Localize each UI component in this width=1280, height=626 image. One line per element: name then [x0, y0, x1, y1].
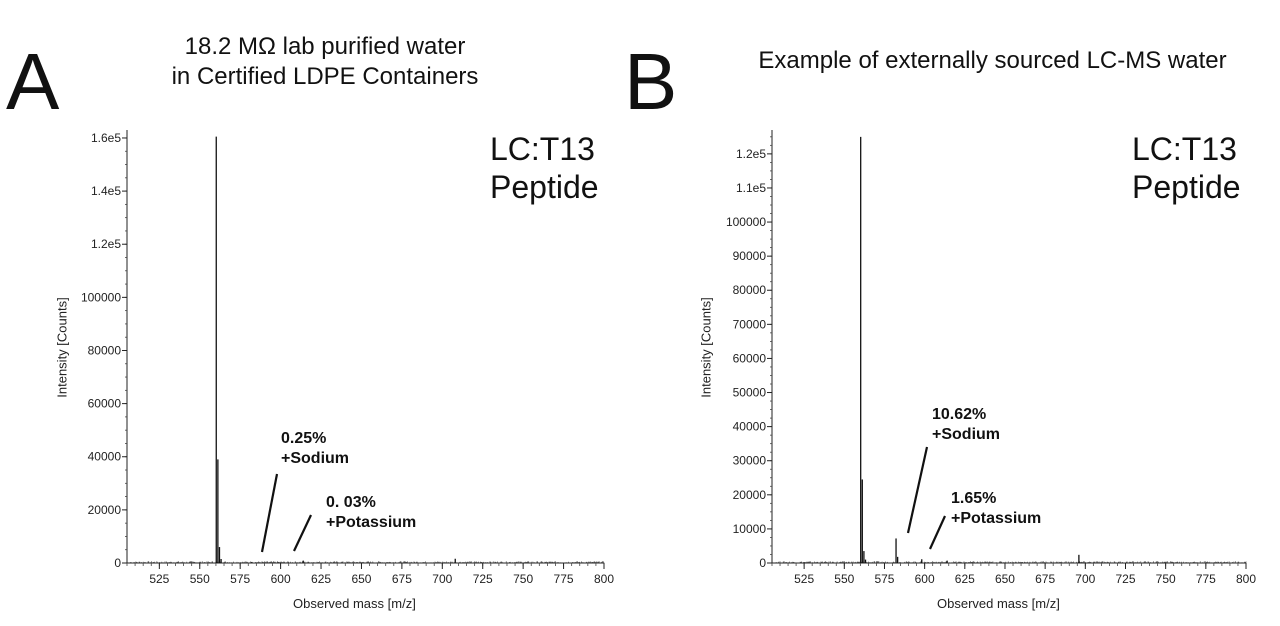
panel-b-y-tick-label: 0	[759, 556, 766, 570]
panel-a-x-tick-label: 675	[392, 572, 412, 586]
panel-b-baseline-noise	[775, 561, 1247, 563]
panel-b-title: Example of externally sourced LC-MS wate…	[720, 46, 1265, 76]
panel-b-annotation-sodium-label: +Sodium	[932, 426, 1001, 443]
panel-letter-b: B	[624, 37, 678, 126]
panel-a-x-tick-label: 725	[473, 572, 493, 586]
panel-b-x-tick-label: 800	[1236, 572, 1256, 586]
panel-b-annotation-pointer-sodium	[906, 446, 929, 534]
panel-a-annotation-sodium: 0.25% +Sodium	[281, 429, 349, 469]
panel-a-annotation-sodium-pct: 0.25%	[281, 430, 327, 447]
panel-a-y-tick-label: 1.6e5	[91, 131, 121, 145]
panel-b-y-tick-label: 1.1e5	[736, 181, 766, 195]
panel-b-y-tick-label: 40000	[733, 420, 767, 434]
panel-a-y-tick-label: 60000	[88, 397, 122, 411]
panel-a-annotation-pointer-sodium	[260, 473, 279, 553]
panel-a-annotation-pointer-potassium	[293, 514, 312, 552]
panel-b-x-tick-label: 725	[1115, 572, 1135, 586]
panel-a-annotation-potassium-pct: 0. 03%	[326, 494, 376, 511]
panel-b-x-tick-label: 600	[915, 572, 935, 586]
panel-b-x-tick-label: 750	[1156, 572, 1176, 586]
panel-b-y-tick-label: 10000	[733, 522, 767, 536]
panel-b-annotation-potassium-pct: 1.65%	[951, 490, 997, 507]
panel-letter-a: A	[6, 37, 60, 126]
panel-a-x-tick-label: 700	[432, 572, 452, 586]
panel-a-plot: 0 20000 40000 60000 80000 100000 1.2e5 1.4e5 1.6…	[81, 130, 614, 586]
panel-b-x-tick-label: 675	[1035, 572, 1055, 586]
panel-a-x-tick-label: 575	[230, 572, 250, 586]
panel-b-inset-label: LC:T13 Peptide	[1132, 130, 1241, 206]
panel-b-y-tick-label: 1.2e5	[736, 147, 766, 161]
panel-b-plot: 0 10000 20000 30000 40000 50000 60000 70000 8000…	[726, 130, 1256, 586]
panel-b-y-tick-label: 80000	[733, 283, 767, 297]
panel-b-annotation-potassium: 1.65% +Potassium	[951, 489, 1041, 529]
panel-b-x-tick-label: 525	[794, 572, 814, 586]
panel-a-title: 18.2 MΩ lab purified water in Certified …	[130, 32, 520, 92]
panel-a-y-tick-label: 80000	[88, 343, 122, 357]
panel-a-x-tick-label: 775	[554, 572, 574, 586]
panel-b-annotation-pointer-potassium	[928, 515, 947, 550]
panel-a-title-line-2: in Certified LDPE Containers	[171, 63, 479, 90]
panel-a-inset-line-1: LC:T13	[490, 131, 595, 167]
panel-b-annotation-sodium: 10.62% +Sodium	[932, 405, 1000, 445]
panel-a-y-tick-label: 100000	[81, 290, 121, 304]
panel-a-inset-label: LC:T13 Peptide	[490, 130, 599, 206]
panel-b-x-tick-label: 625	[955, 572, 975, 586]
panel-a-x-axis-title: Observed mass [m/z]	[293, 596, 416, 611]
panel-a-x-tick-label: 625	[311, 572, 331, 586]
panel-b-x-axis-title: Observed mass [m/z]	[937, 596, 1060, 611]
panel-b-y-tick-label: 20000	[733, 488, 767, 502]
panel-a-x-tick-label: 800	[594, 572, 614, 586]
panel-b-x-tick-label: 775	[1196, 572, 1216, 586]
panel-b-y-tick-label: 50000	[733, 386, 767, 400]
panel-a-x-tick-label: 600	[271, 572, 291, 586]
panel-b-y-tick-label: 100000	[726, 215, 766, 229]
panel-a-y-tick-label: 0	[114, 556, 121, 570]
panel-a-title-line-1: 18.2 MΩ lab purified water	[184, 33, 466, 60]
panel-a-baseline-noise	[129, 561, 605, 563]
panel-a-x-tick-label: 550	[190, 572, 210, 586]
panel-a-y-tick-label: 40000	[88, 450, 122, 464]
panel-b-y-tick-label: 90000	[733, 249, 767, 263]
panel-b-annotation-potassium-label: +Potassium	[951, 510, 1042, 527]
panel-b-x-tick-label: 575	[874, 572, 894, 586]
panel-a-y-tick-label: 20000	[88, 503, 122, 517]
panel-b-annotation-sodium-pct: 10.62%	[932, 406, 987, 423]
panel-a-x-tick-label: 650	[351, 572, 371, 586]
panel-a-annotation-sodium-label: +Sodium	[281, 450, 350, 467]
panel-b-y-tick-label: 30000	[733, 454, 767, 468]
panel-b-inset-line-1: LC:T13	[1132, 131, 1237, 167]
panel-b-title-line-1: Example of externally sourced LC-MS wate…	[758, 47, 1227, 74]
panel-a-annotation-potassium: 0. 03% +Potassium	[326, 493, 416, 533]
panel-b-inset-line-2: Peptide	[1132, 169, 1241, 205]
panel-a-y-tick-label: 1.2e5	[91, 237, 121, 251]
panel-a-x-tick-label: 525	[149, 572, 169, 586]
panel-a-y-tick-label: 1.4e5	[91, 184, 121, 198]
panel-a-x-tick-label: 750	[513, 572, 533, 586]
panel-b-y-tick-label: 70000	[733, 317, 767, 331]
panel-b-x-tick-label: 550	[834, 572, 854, 586]
panel-a-inset-line-2: Peptide	[490, 169, 599, 205]
panel-b-x-tick-label: 700	[1075, 572, 1095, 586]
panel-a-annotation-potassium-label: +Potassium	[326, 514, 417, 531]
panel-b-y-tick-label: 60000	[733, 351, 767, 365]
panel-b-x-tick-label: 650	[995, 572, 1015, 586]
